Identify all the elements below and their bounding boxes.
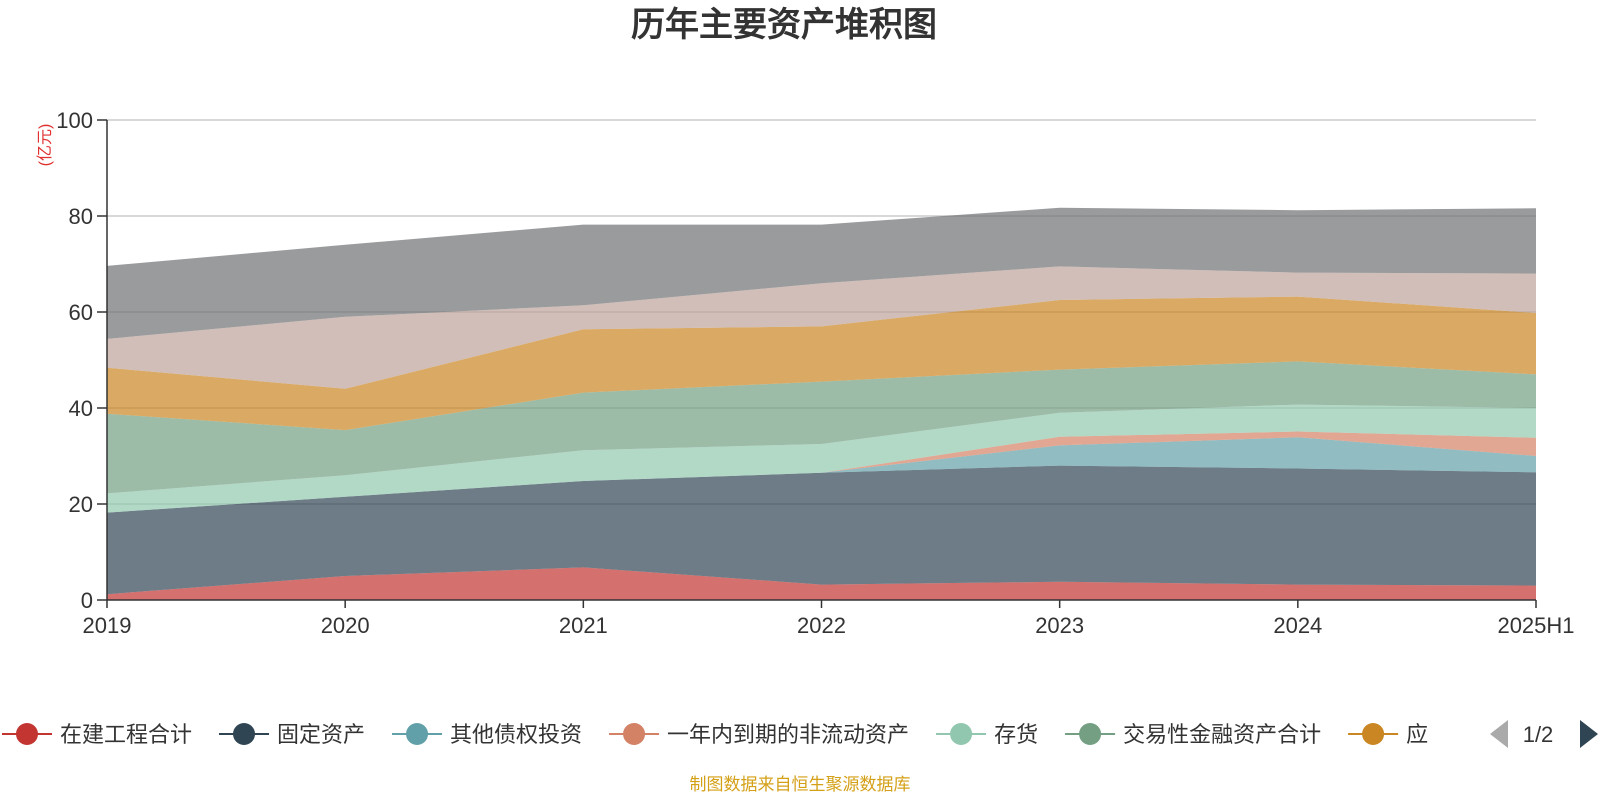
area-series-3: [107, 437, 1536, 513]
x-tick-label-2019: 2019: [83, 613, 132, 638]
legend-label: 固定资产: [277, 723, 365, 748]
legend-item-1[interactable]: 在建工程合计: [2, 723, 192, 748]
legend-circle-icon: [16, 723, 38, 745]
legend-item-4[interactable]: 一年内到期的非流动资产: [609, 723, 909, 748]
area-series-9: [107, 207, 1536, 339]
x-tick-label-2020: 2020: [321, 613, 370, 638]
legend-circle-icon: [1362, 723, 1385, 745]
x-tick-label-2025H1: 2025H1: [1497, 613, 1574, 638]
y-tick-label-60: 60: [69, 300, 93, 325]
x-tick-label-2023: 2023: [1035, 613, 1084, 638]
legend-circle-icon: [406, 723, 429, 745]
area-series-4: [107, 431, 1536, 513]
legend-label: 应: [1406, 723, 1428, 748]
legend-label: 交易性金融资产合计: [1123, 723, 1321, 748]
legend: 在建工程合计 固定资产 其他债权投资 一年内到期的非流动资产 存货 交易性金融资产合计 应: [2, 723, 1428, 748]
x-tick-label-2022: 2022: [797, 613, 846, 638]
legend-item-6[interactable]: 交易性金融资产合计: [1065, 723, 1321, 748]
data-source-note: 制图数据来自恒生聚源数据库: [690, 775, 911, 795]
legend-item-7[interactable]: 应: [1348, 723, 1428, 748]
legend-prev-icon[interactable]: [1490, 720, 1508, 748]
legend-page-indicator: 1/2: [1523, 722, 1554, 747]
legend-label: 一年内到期的非流动资产: [667, 723, 909, 748]
y-tick-label-100: 100: [56, 108, 93, 133]
area-series-8: [107, 266, 1536, 389]
legend-next-icon[interactable]: [1580, 720, 1598, 748]
chart-title: 历年主要资产堆积图: [631, 5, 937, 45]
legend-circle-icon: [950, 723, 973, 745]
legend-item-2[interactable]: 固定资产: [219, 723, 365, 748]
area-series-7: [107, 296, 1536, 431]
legend-item-3[interactable]: 其他债权投资: [392, 723, 582, 748]
y-axis-unit-label: (亿元): [36, 124, 54, 167]
legend-label: 在建工程合计: [60, 723, 192, 748]
x-tick-label-2021: 2021: [559, 613, 608, 638]
area-series-5: [107, 404, 1536, 513]
axes: 0 20 40 60 80 100 2019 2020 2021 2022 2023 2024 2025…: [56, 108, 1574, 638]
legend-circle-icon: [233, 723, 256, 745]
legend-label: 存货: [994, 723, 1038, 748]
area-series-6: [107, 361, 1536, 494]
area-series: [107, 207, 1536, 600]
y-tick-label-20: 20: [69, 492, 93, 517]
legend-pager: 1/2: [1490, 720, 1598, 748]
area-series-1: [107, 567, 1536, 600]
y-tick-label-0: 0: [81, 588, 93, 613]
x-tick-label-2024: 2024: [1273, 613, 1322, 638]
y-tick-label-40: 40: [69, 396, 93, 421]
legend-label: 其他债权投资: [450, 723, 582, 748]
y-tick-label-80: 80: [69, 204, 93, 229]
area-series-2: [107, 465, 1536, 595]
legend-circle-icon: [1079, 723, 1102, 745]
legend-circle-icon: [623, 723, 646, 745]
legend-item-5[interactable]: 存货: [936, 723, 1038, 748]
